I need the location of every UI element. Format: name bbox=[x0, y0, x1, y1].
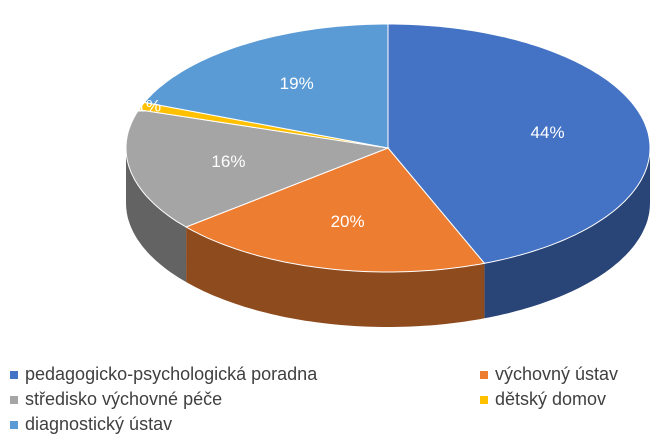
legend: pedagogicko-psychologická poradna výchovn… bbox=[10, 362, 650, 437]
pie-slice bbox=[387, 23, 651, 264]
pie-side bbox=[126, 148, 187, 282]
data-label: 44% bbox=[531, 123, 565, 142]
data-label: 20% bbox=[331, 212, 365, 231]
data-label: 1% bbox=[137, 97, 162, 116]
pie-plot: 44% 20% 16% 1% 19% bbox=[125, 23, 651, 327]
legend-swatch bbox=[10, 420, 18, 429]
legend-item: diagnostický ústav bbox=[10, 412, 480, 437]
pie-slice bbox=[184, 147, 486, 273]
legend-label: dětský domov bbox=[495, 389, 607, 409]
data-label: 16% bbox=[211, 152, 245, 171]
legend-swatch bbox=[480, 370, 488, 379]
legend-label: výchovný ústav bbox=[495, 364, 619, 384]
pie-slice bbox=[143, 23, 389, 149]
legend-swatch bbox=[10, 395, 18, 404]
legend-item: dětský domov bbox=[480, 387, 650, 412]
legend-item: pedagogicko-psychologická poradna bbox=[10, 362, 480, 387]
legend-swatch bbox=[10, 370, 18, 379]
legend-swatch bbox=[480, 395, 488, 404]
legend-item: středisko výchovné péče bbox=[10, 387, 480, 412]
pie-slice bbox=[125, 109, 390, 228]
legend-label: středisko výchovné péče bbox=[25, 389, 223, 409]
legend-item: výchovný ústav bbox=[480, 362, 650, 387]
legend-label: pedagogicko-psychologická poradna bbox=[25, 364, 318, 384]
pie-side bbox=[186, 227, 485, 327]
data-label: 19% bbox=[280, 74, 314, 93]
pie-side bbox=[484, 148, 650, 319]
legend-label: diagnostický ústav bbox=[25, 414, 173, 434]
